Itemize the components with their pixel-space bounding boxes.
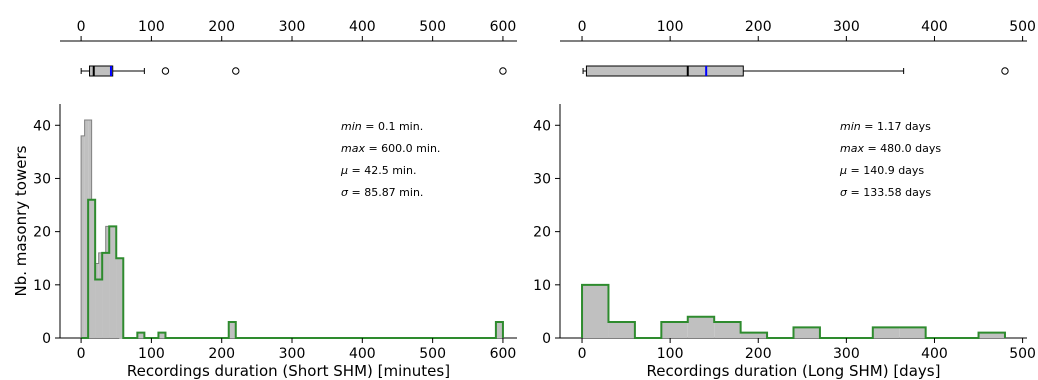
long-outlier-point [1001,67,1009,75]
short-iqr-box [89,65,114,77]
long-histogram-bar [582,284,609,338]
short-top-tick-label: 600 [490,19,517,35]
long-top-tick-label: 100 [657,19,684,35]
long-x-tick-label: 100 [657,346,684,362]
short-shm-boxplot-panel: 0 100 200 300 400 500 600 [60,19,517,77]
short-y-tick-label: 0 [42,331,51,347]
short-top-tick-label: 0 [77,19,86,35]
long-y-tick-label: 0 [542,331,551,347]
short-green-bar [158,332,166,338]
long-histogram-bar [608,322,635,338]
long-top-tick-label: 400 [921,19,948,35]
short-green-bar [116,258,124,338]
short-top-tick-label: 100 [138,19,165,35]
long-y-tick-label: 30 [533,171,551,187]
long-histogram-bar [978,332,1005,338]
long-x-tick-label: 300 [833,346,860,362]
long-x-tick-label: 200 [745,346,772,362]
short-green-bar [495,322,503,338]
long-top-tick-label: 300 [833,19,860,35]
long-y-tick-label: 10 [533,278,551,294]
long-histogram-bar [687,316,715,338]
long-histogram-bar [793,327,820,338]
short-stat-annotation: min = 0.1 min. [341,120,423,133]
long-shm-boxplot-panel: 0 100 200 300 400 500 [560,19,1036,77]
short-top-tick-label: 200 [208,19,235,35]
short-top-tick-label: 400 [349,19,376,35]
short-y-tick-label: 10 [33,278,51,294]
short-stat-annotation: μ = 42.5 min. [340,164,416,177]
short-outlier-point [499,67,507,75]
short-top-tick-label: 300 [279,19,306,35]
long-x-tick-label: 0 [578,346,587,362]
short-green-bar [228,322,236,338]
short-x-axis-label: Recordings duration (Short SHM) [minutes… [127,362,450,380]
short-x-tick-label: 200 [208,346,235,362]
short-x-tick-label: 0 [77,346,86,362]
short-green-bar [88,199,96,338]
short-green-bar [137,332,145,338]
long-x-axis-label: Recordings duration (Long SHM) [days] [647,362,941,380]
short-x-tick-label: 600 [490,346,517,362]
short-stat-annotation: max = 600.0 min. [341,142,440,155]
long-histogram-bar [899,327,926,338]
long-stat-annotation: μ = 140.9 days [839,164,924,177]
long-shm-histogram-panel: 0 100 200 300 400 500 0 10 20 30 40 Recordings dura… [533,104,1036,380]
long-histogram-bar [740,332,768,338]
long-stat-annotation: σ = 133.58 days [840,186,931,199]
short-y-tick-label: 40 [33,118,51,134]
short-y-tick-label: 20 [33,225,51,241]
short-outlier-point [161,67,170,75]
long-top-tick-label: 0 [578,19,587,35]
short-y-axis-label: Nb. masonry towers [12,145,30,296]
long-top-tick-label: 200 [745,19,772,35]
short-green-bar [109,226,117,338]
long-stat-annotation: min = 1.17 days [840,120,931,133]
short-gray-bar [84,119,89,338]
short-x-tick-label: 300 [279,346,306,362]
short-outlier-point [232,67,240,75]
short-y-tick-label: 30 [33,171,51,187]
long-histogram-bar [714,322,741,338]
short-x-tick-label: 500 [419,346,446,362]
long-histogram-bar [661,322,688,338]
short-green-bar [102,252,110,338]
short-stat-annotation: σ = 85.87 min. [341,186,423,199]
long-y-tick-label: 40 [533,118,551,134]
long-x-tick-label: 500 [1009,346,1036,362]
short-green-bar [95,279,103,338]
long-top-tick-label: 500 [1009,19,1036,35]
short-top-tick-label: 500 [419,19,446,35]
short-gray-bar [81,135,85,338]
long-iqr-box [585,65,744,77]
short-shm-histogram-panel: 0 100 200 300 400 500 600 0 10 20 30 40 Recordings d… [12,104,517,380]
long-histogram-bar [872,327,900,338]
short-green-outline [81,198,504,339]
short-x-tick-label: 400 [349,346,376,362]
long-y-tick-label: 20 [533,225,551,241]
long-stat-annotation: max = 480.0 days [840,142,941,155]
long-histogram-outline [581,283,1006,339]
short-x-tick-label: 100 [138,346,165,362]
long-x-tick-label: 400 [921,346,948,362]
